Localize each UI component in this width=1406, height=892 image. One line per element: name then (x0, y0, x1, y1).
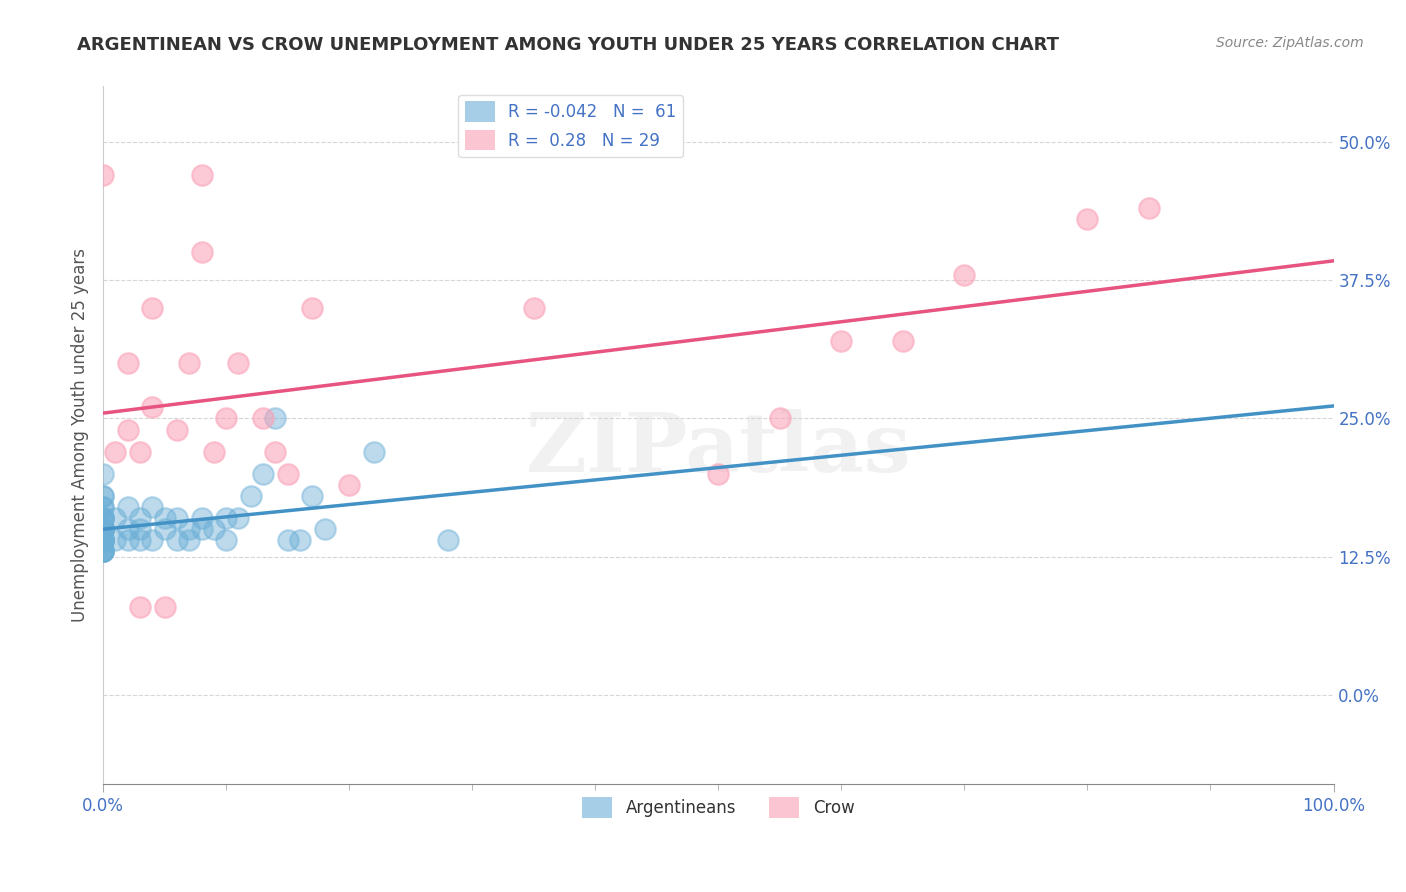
Point (252, 411, 274, 425)
Point (91, 533, 114, 548)
Point (202, 522, 225, 536)
Point (91, 533, 114, 548)
Point (153, 511, 176, 525)
Point (228, 511, 250, 525)
Point (252, 467, 274, 481)
Text: ARGENTINEAN VS CROW UNEMPLOYMENT AMONG YOUTH UNDER 25 YEARS CORRELATION CHART: ARGENTINEAN VS CROW UNEMPLOYMENT AMONG Y… (77, 36, 1059, 54)
Point (91, 489, 114, 503)
Point (129, 533, 152, 548)
Point (129, 599, 152, 614)
Point (91, 467, 114, 481)
Point (91, 168, 114, 182)
Point (104, 533, 127, 548)
Point (190, 168, 212, 182)
Point (891, 334, 914, 348)
Point (202, 444, 225, 458)
Point (91, 522, 114, 536)
Point (190, 511, 212, 525)
Point (91, 544, 114, 558)
Point (215, 511, 238, 525)
Point (91, 522, 114, 536)
Y-axis label: Unemployment Among Youth under 25 years: Unemployment Among Youth under 25 years (72, 248, 89, 622)
Text: ZIPatlas: ZIPatlas (526, 409, 911, 489)
Point (1076, 212, 1098, 227)
Point (166, 511, 188, 525)
Point (264, 411, 287, 425)
Point (91, 533, 114, 548)
Point (190, 522, 212, 536)
Point (129, 522, 152, 536)
Point (1137, 201, 1160, 215)
Point (264, 444, 287, 458)
Point (117, 500, 139, 514)
Point (288, 533, 311, 548)
Point (239, 489, 262, 503)
Point (363, 444, 385, 458)
Point (117, 522, 139, 536)
Point (91, 533, 114, 548)
Point (436, 533, 458, 548)
Point (166, 423, 188, 437)
Point (153, 599, 176, 614)
Point (179, 533, 201, 548)
Point (91, 522, 114, 536)
Point (277, 533, 299, 548)
Point (91, 544, 114, 558)
Point (129, 511, 152, 525)
Point (91, 533, 114, 548)
Point (953, 268, 976, 282)
Point (129, 444, 152, 458)
Point (301, 301, 323, 315)
Point (215, 411, 238, 425)
Point (707, 467, 730, 481)
Point (179, 522, 201, 536)
Point (141, 533, 163, 548)
Point (337, 478, 360, 492)
Point (91, 511, 114, 525)
Point (166, 533, 188, 548)
Point (228, 356, 250, 370)
Point (91, 511, 114, 525)
Point (91, 511, 114, 525)
Point (91, 533, 114, 548)
Legend: Argentineans, Crow: Argentineans, Crow (575, 790, 860, 824)
Point (153, 522, 176, 536)
Text: Source: ZipAtlas.com: Source: ZipAtlas.com (1216, 36, 1364, 50)
Point (91, 533, 114, 548)
Point (104, 511, 127, 525)
Point (277, 467, 299, 481)
Point (91, 544, 114, 558)
Point (117, 533, 139, 548)
Point (314, 522, 336, 536)
Point (141, 500, 163, 514)
Point (830, 334, 852, 348)
Point (301, 489, 323, 503)
Point (91, 533, 114, 548)
Point (523, 301, 546, 315)
Point (91, 522, 114, 536)
Point (769, 411, 792, 425)
Point (117, 356, 139, 370)
Point (91, 489, 114, 503)
Point (91, 522, 114, 536)
Point (91, 522, 114, 536)
Point (91, 522, 114, 536)
Point (91, 544, 114, 558)
Point (91, 544, 114, 558)
Point (215, 533, 238, 548)
Point (91, 511, 114, 525)
Point (91, 500, 114, 514)
Point (91, 500, 114, 514)
Point (190, 245, 212, 260)
Point (141, 301, 163, 315)
Point (91, 522, 114, 536)
Point (104, 444, 127, 458)
Point (141, 401, 163, 415)
Point (179, 356, 201, 370)
Point (117, 423, 139, 437)
